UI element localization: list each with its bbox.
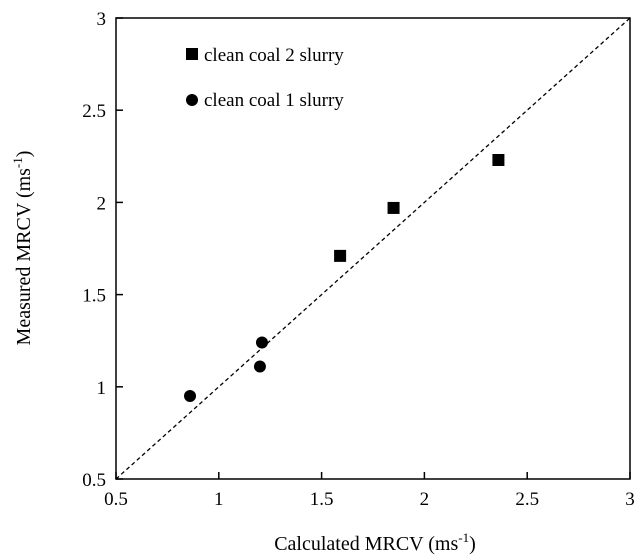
x-axis-ticks: 0.5 1 1.5 2 2.5 3	[104, 472, 635, 510]
y-tick-label: 0.5	[82, 470, 106, 491]
x-tick-label: 3	[625, 489, 635, 510]
reference-line-y-equals-x	[115, 17, 631, 480]
x-tick-label: 0.5	[104, 489, 128, 510]
plot-area	[115, 17, 631, 480]
legend-label-clean-coal-1: clean coal 1 slurry	[204, 90, 344, 111]
legend-marker-square	[186, 48, 198, 60]
y-tick-label: 2.5	[82, 101, 106, 122]
legend-label-clean-coal-2: clean coal 2 slurry	[204, 45, 344, 66]
data-point-circle	[184, 390, 197, 403]
y-axis-label: Measured MRCV (ms-1)	[10, 151, 35, 346]
y-tick-label: 2	[97, 193, 107, 214]
y-axis-ticks: 0.5 1 1.5 2 2.5 3	[82, 9, 123, 491]
x-tick-label: 2	[420, 489, 430, 510]
data-point-circle	[255, 336, 268, 349]
legend-marker-circle	[186, 94, 198, 106]
x-tick-label: 1.5	[310, 489, 334, 510]
x-axis-label: Calculated MRCV (ms-1)	[274, 530, 476, 555]
y-tick-label: 3	[97, 9, 107, 30]
data-point-square	[334, 249, 347, 262]
data-point-square	[492, 153, 505, 166]
plot-frame	[115, 17, 631, 480]
data-point-square	[387, 201, 400, 214]
data-point-circle	[253, 360, 266, 373]
legend: clean coal 2 slurry clean coal 1 slurry	[186, 45, 344, 111]
data-points	[184, 153, 505, 403]
y-tick-label: 1.5	[82, 286, 106, 307]
y-tick-label: 1	[97, 378, 107, 399]
x-tick-label: 1	[214, 489, 224, 510]
x-tick-label: 2.5	[515, 489, 539, 510]
